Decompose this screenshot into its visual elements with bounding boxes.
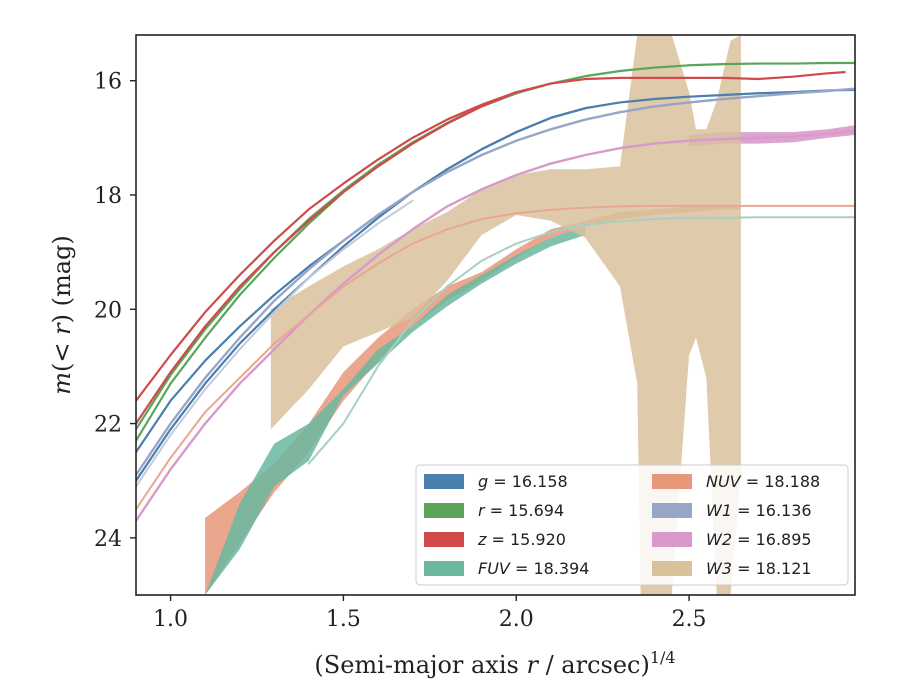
x-tick-label: 1.0 xyxy=(153,607,188,632)
legend-label-nuv: NUV = 18.188 xyxy=(706,472,820,491)
x-tick-label: 1.5 xyxy=(326,607,361,632)
legend-swatch-r xyxy=(424,503,464,518)
series-line-w1 xyxy=(136,199,414,488)
series-line-r xyxy=(136,61,855,442)
legend-swatch-w3 xyxy=(652,561,692,576)
legend-swatch-z xyxy=(424,532,464,547)
axis-ticks: 1.0 1.5 2.0 2.5 16 18 20 22 24 xyxy=(94,70,707,632)
legend-label-w3: W3 = 18.121 xyxy=(706,559,812,578)
legend-box xyxy=(415,464,849,586)
series-line-z xyxy=(136,91,518,425)
series-line-w1 xyxy=(136,87,855,477)
legend-label-w2: W2 = 16.895 xyxy=(706,530,812,549)
y-tick-label: 16 xyxy=(94,70,122,95)
plot-area xyxy=(136,35,855,595)
series-line-fuv xyxy=(307,216,855,465)
legend-label-w1: W1 = 16.136 xyxy=(706,501,812,520)
y-axis-label: m(< r) (mag) xyxy=(48,235,76,395)
y-tick-label: 24 xyxy=(94,527,122,552)
legend-label-z: z = 15.920 xyxy=(477,530,566,549)
x-axis-label: (Semi-major axis r / arcsec)1/4 xyxy=(314,648,675,679)
legend-swatch-w1 xyxy=(652,503,692,518)
series-line-nuv xyxy=(136,204,855,511)
y-tick-label: 20 xyxy=(94,298,122,323)
legend-swatch-w2 xyxy=(652,532,692,547)
legend-swatch-g xyxy=(424,474,464,489)
x-tick-label: 2.0 xyxy=(499,607,534,632)
band-w3 xyxy=(270,35,741,595)
x-tick-label: 2.5 xyxy=(672,607,707,632)
plot-frame xyxy=(135,34,856,596)
legend-swatch-fuv xyxy=(424,561,464,576)
series-line-w2 xyxy=(136,129,855,522)
y-tick-label: 18 xyxy=(94,184,122,209)
legend-label-r: r = 15.694 xyxy=(478,501,564,520)
legend-label-g: g = 16.158 xyxy=(478,472,568,491)
legend-label-fuv: FUV = 18.394 xyxy=(478,559,589,578)
y-tick-label: 22 xyxy=(94,413,122,438)
legend-swatch-nuv xyxy=(652,474,692,489)
legend: g = 16.158 r = 15.694 z = 15.920 FUV = 18.3… xyxy=(415,464,849,586)
